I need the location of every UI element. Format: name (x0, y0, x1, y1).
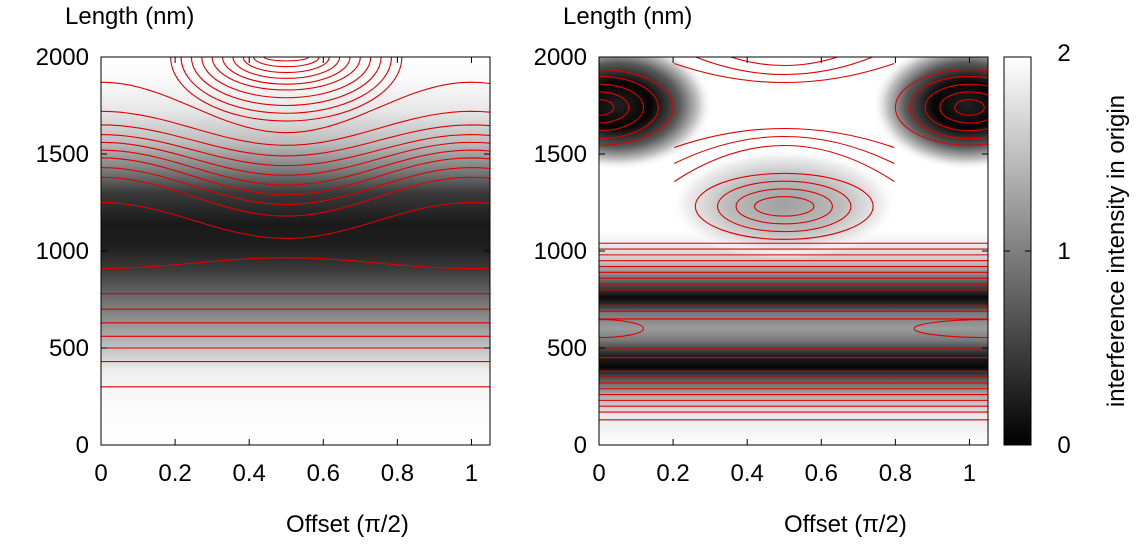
left-contour-arc (201, 57, 372, 99)
left-contour-wavy (101, 257, 490, 270)
right-x-tick-label: 0 (592, 460, 605, 487)
right-contour-saddle (674, 127, 895, 149)
left-contour-arc (221, 57, 351, 85)
left-contour-arc (232, 57, 341, 79)
left-panel: 0 0.2 0.4 0.6 0.8 1 0 500 1000 1500 2000 Length (n… (36, 3, 491, 538)
right-contour-ellipse (909, 75, 988, 140)
right-y-tick-label: 1000 (534, 238, 587, 265)
colorbar: 0 1 2 interference intensity in origin (1003, 40, 1130, 459)
right-contour-ellipse (954, 99, 985, 116)
right-y-tick-label: 2000 (534, 44, 587, 71)
left-axes: 0 0.2 0.4 0.6 0.8 1 0 500 1000 1500 2000 (36, 44, 490, 487)
right-x-tick-label: 1 (963, 460, 976, 487)
left-x-tick-label: 0.8 (381, 460, 414, 487)
right-panel: 0 0.2 0.4 0.6 0.8 1 0 500 1000 1500 2000 Length (n… (534, 3, 989, 538)
right-contour-saddle (729, 57, 840, 67)
right-contour-ellipse (694, 172, 874, 240)
right-x-tick-label: 0.6 (805, 460, 838, 487)
right-right-dark-spot (872, 57, 988, 170)
right-contour-ellipse (939, 91, 988, 124)
colorbar-label: interference intensity in origin (1103, 95, 1130, 407)
colorbar-ticks: 0 1 2 (1004, 40, 1071, 459)
right-contour-ellipse (754, 196, 815, 217)
left-contour-arc (242, 57, 330, 74)
left-y-tick-label: 500 (49, 335, 89, 362)
right-contour-ellipse (735, 188, 833, 225)
right-x-tick-label: 0.2 (656, 460, 689, 487)
right-contour-ellipse (894, 69, 988, 146)
right-contour-saddle (674, 62, 895, 84)
right-contour-saddle (673, 144, 895, 182)
left-contour-arc (263, 57, 310, 62)
right-x-axis-label: Offset (π/2) (784, 511, 907, 538)
left-contour-wavy (101, 81, 490, 134)
left-contour-wavy (101, 141, 490, 176)
left-contour-arc (190, 57, 382, 107)
left-x-tick-label: 0.6 (307, 460, 340, 487)
right-contour-lobe (599, 319, 644, 339)
left-contour-wavy (101, 149, 490, 186)
left-y-tick-label: 1500 (36, 141, 89, 168)
left-contour-wavy (101, 124, 490, 157)
left-x-axis-label: Offset (π/2) (286, 511, 409, 538)
right-contours (599, 57, 988, 421)
right-contour-lobe (913, 319, 988, 339)
right-contour-saddle (694, 57, 875, 76)
right-y-tick-label: 500 (547, 335, 587, 362)
right-x-tick-label: 0.8 (879, 460, 912, 487)
left-contour-arc (211, 57, 361, 91)
right-y-tick-label: 1500 (534, 141, 587, 168)
right-y-tick-label: 0 (574, 432, 587, 459)
colorbar-tick-label: 2 (1057, 40, 1070, 67)
left-contours (101, 57, 490, 388)
right-axes: 0 0.2 0.4 0.6 0.8 1 0 500 1000 1500 2000 (534, 44, 988, 487)
left-contour-arc (170, 57, 403, 122)
left-y-tick-label: 2000 (36, 44, 89, 71)
right-left-dark-spot (599, 57, 713, 170)
left-x-tick-label: 0.2 (158, 460, 191, 487)
left-y-tick-label: 1000 (36, 238, 89, 265)
left-contour-wavy (101, 134, 490, 167)
left-contour-wavy (101, 157, 490, 196)
right-y-axis-label: Length (nm) (563, 3, 692, 30)
left-x-tick-label: 1 (465, 460, 478, 487)
left-contour-wavy (101, 110, 490, 146)
right-x-tick-label: 0.4 (731, 460, 764, 487)
right-contour-ellipse (924, 83, 988, 132)
right-contour-ellipse (717, 180, 852, 233)
left-contour-wavy (101, 201, 490, 239)
right-contour-ellipse (599, 91, 630, 124)
left-y-axis-label: Length (nm) (65, 3, 194, 30)
colorbar-tick-label: 1 (1057, 238, 1070, 265)
left-contour-arc (180, 57, 392, 114)
left-contour-wavy (101, 167, 490, 205)
right-contour-saddle (673, 135, 895, 164)
left-x-tick-label: 0.4 (233, 460, 266, 487)
left-contour-wavy (101, 176, 490, 217)
left-x-tick-label: 0 (94, 460, 107, 487)
colorbar-tick-label: 0 (1057, 432, 1070, 459)
right-contour-ellipse (599, 83, 644, 132)
left-y-tick-label: 0 (76, 432, 89, 459)
left-contour-arc (253, 57, 320, 68)
